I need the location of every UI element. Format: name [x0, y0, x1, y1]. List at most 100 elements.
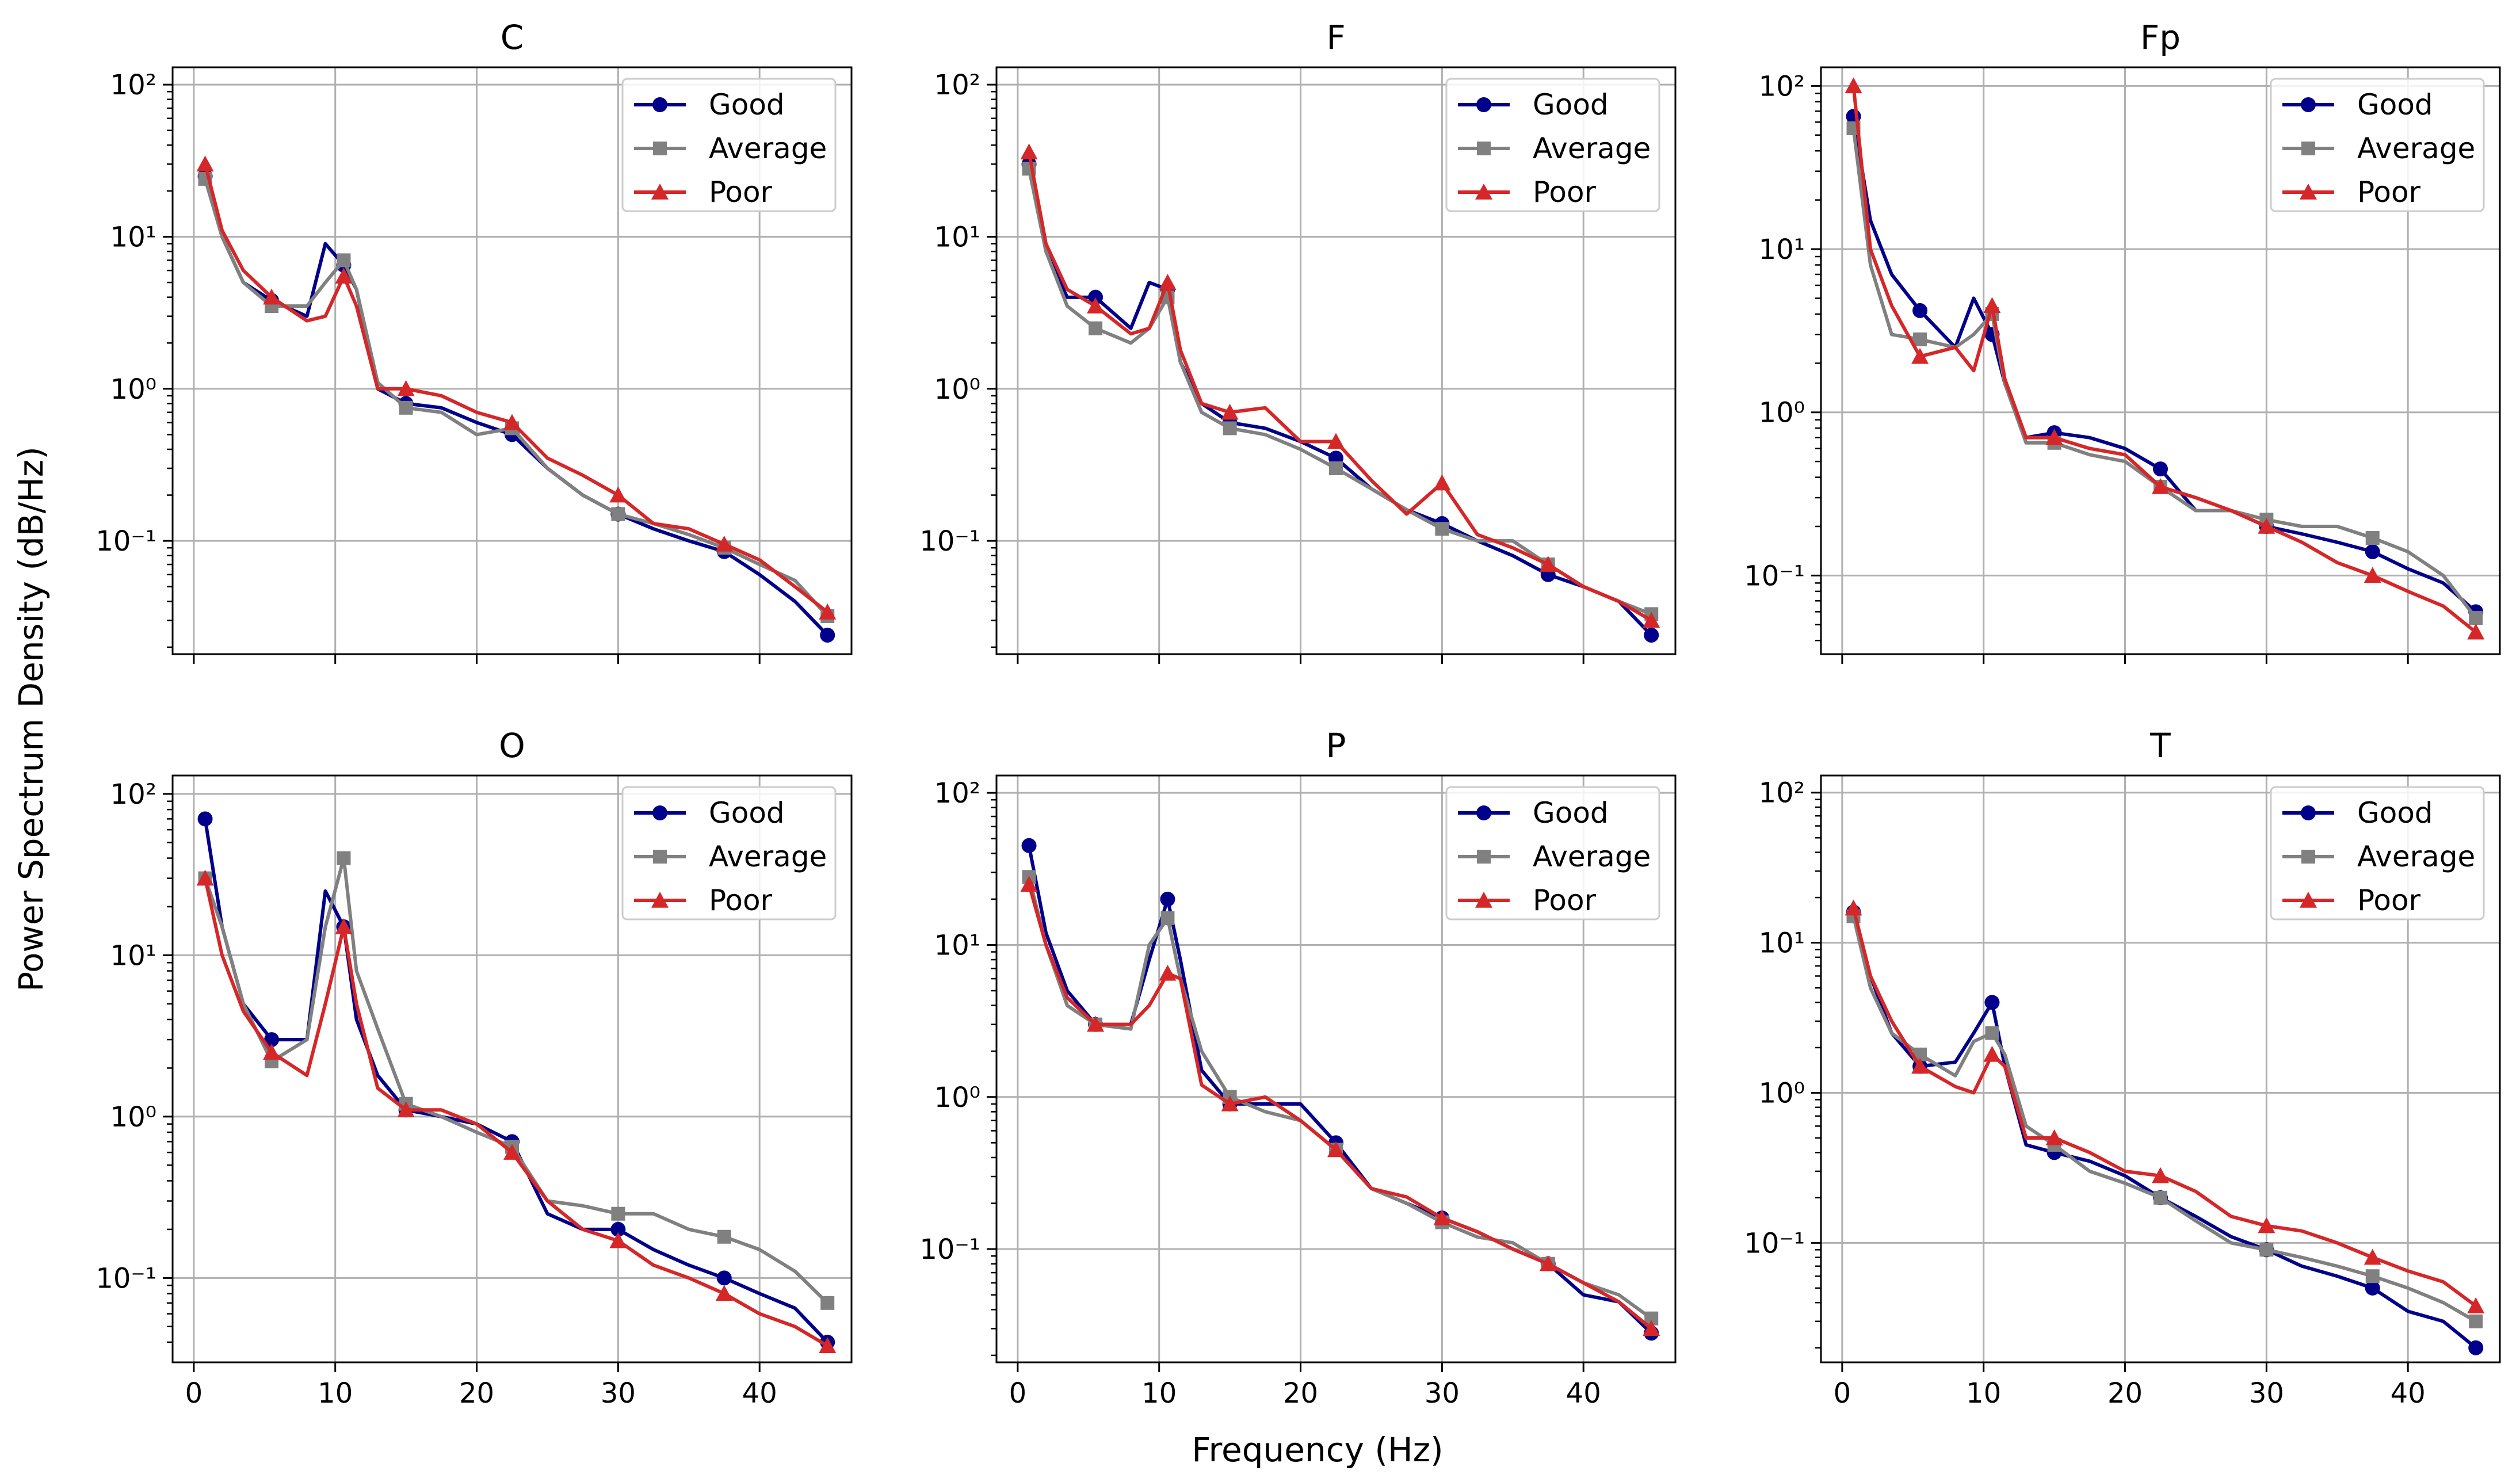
- data-point-poor: [1911, 1057, 1929, 1074]
- data-point-poor: [503, 414, 521, 430]
- data-point-average: [717, 1229, 731, 1244]
- subplot-title: T: [2149, 726, 2171, 765]
- x-tick-label: 40: [2391, 1377, 2426, 1410]
- data-point-good: [2468, 1340, 2484, 1355]
- series-line-poor: [203, 162, 830, 614]
- x-tick-label: 20: [1283, 1377, 1318, 1410]
- legend-box: [621, 786, 837, 920]
- x-tick-label: 0: [1834, 1377, 1851, 1410]
- legend-label-average: Average: [1533, 132, 1651, 165]
- data-point-poor: [1159, 274, 1177, 290]
- data-point-poor: [2258, 518, 2275, 534]
- subplot-title: P: [1326, 726, 1346, 765]
- data-point-poor: [1327, 1141, 1345, 1158]
- subplot-p: 0 10 20 30 40 10⁻¹ 10⁰ 10¹ 10² P Good Average Poor: [919, 726, 1677, 1410]
- legend-box: [2270, 786, 2485, 920]
- x-tick-label: 10: [1141, 1377, 1177, 1410]
- legend-marker-poor: [651, 184, 669, 200]
- legend-marker-poor: [2300, 184, 2317, 200]
- data-point-poor: [1539, 556, 1557, 572]
- y-tick-label: 10⁻¹: [1744, 1227, 1805, 1259]
- legend-marker-good: [1476, 805, 1491, 820]
- data-point-average: [2469, 1314, 2483, 1328]
- series-line-average: [1027, 167, 1654, 616]
- legend-marker-average: [1477, 142, 1491, 155]
- data-point-poor: [397, 1101, 415, 1118]
- series-line-good: [1027, 162, 1654, 637]
- data-point-poor: [1643, 612, 1660, 628]
- data-point-average: [1435, 522, 1449, 536]
- y-tick-label: 10¹: [110, 939, 156, 972]
- series-line-average: [203, 856, 830, 1305]
- subplot-title: O: [499, 726, 525, 765]
- legend-box: [1445, 78, 1660, 212]
- y-tick-label: 10⁻¹: [1744, 560, 1805, 592]
- legend-marker-poor: [1475, 184, 1492, 200]
- data-point-poor: [1221, 1095, 1239, 1112]
- data-point-poor: [2364, 1248, 2381, 1265]
- data-point-average: [337, 253, 351, 268]
- data-point-poor: [1983, 297, 2001, 314]
- data-point-good: [2365, 544, 2380, 559]
- subplot-fp: 10⁻¹ 10⁰ 10¹ 10² Fp Good Average Poor: [1744, 18, 2501, 664]
- data-point-average: [2259, 1243, 2274, 1257]
- legend-label-good: Good: [1533, 796, 1609, 830]
- legend-marker-good: [1476, 97, 1491, 112]
- data-point-poor: [1087, 1015, 1105, 1032]
- data-point-average: [820, 1296, 835, 1310]
- data-point-poor: [503, 1144, 521, 1160]
- data-point-average: [611, 1206, 625, 1221]
- subplot-t: 0 10 20 30 40 10⁻¹ 10⁰ 10¹ 10² T Good Average Poor: [1744, 726, 2501, 1410]
- data-point-average: [611, 507, 625, 521]
- y-tick-label: 10⁰: [1759, 1077, 1805, 1109]
- data-point-average: [2365, 1269, 2380, 1284]
- x-tick-label: 40: [1566, 1377, 1601, 1410]
- subplot-c: 10⁻¹ 10⁰ 10¹ 10² C Good Average Poor: [96, 18, 853, 664]
- y-tick-label: 10¹: [1759, 234, 1805, 266]
- y-tick-label: 10¹: [934, 221, 980, 253]
- legend-marker-average: [1477, 850, 1491, 864]
- data-point-poor: [1433, 474, 1451, 491]
- y-tick-label: 10²: [110, 778, 156, 811]
- legend-label-good: Good: [2357, 796, 2433, 830]
- data-point-good: [820, 627, 835, 643]
- series-line-poor: [1027, 150, 1654, 622]
- legend: Good Average Poor: [2270, 786, 2485, 920]
- data-point-good: [2153, 461, 2168, 477]
- legend-box: [2270, 78, 2485, 212]
- x-tick-label: 30: [2249, 1377, 2284, 1410]
- data-point-good: [1912, 303, 1928, 318]
- y-tick-label: 10²: [1759, 777, 1805, 809]
- legend-label-poor: Poor: [709, 884, 773, 917]
- data-point-average: [2469, 611, 2483, 625]
- data-point-poor: [715, 1285, 733, 1301]
- data-point-poor: [1539, 1255, 1557, 1271]
- data-point-good: [264, 1032, 280, 1048]
- data-point-good: [1644, 627, 1659, 643]
- figure-xlabel: Frequency (Hz): [1192, 1430, 1443, 1469]
- y-tick-label: 10¹: [934, 929, 980, 961]
- y-tick-label: 10⁰: [110, 1101, 156, 1133]
- series-line-average: [1851, 127, 2478, 620]
- data-point-poor: [2258, 1217, 2275, 1233]
- series-line-average: [203, 177, 830, 618]
- legend-label-poor: Poor: [709, 175, 773, 209]
- data-point-good: [1088, 289, 1104, 305]
- legend: Good Average Poor: [2270, 78, 2485, 212]
- data-point-good: [610, 1221, 626, 1237]
- legend-label-poor: Poor: [1533, 884, 1597, 917]
- data-point-average: [1985, 1026, 1999, 1040]
- x-tick-label: 10: [1966, 1377, 2001, 1410]
- data-point-poor: [2467, 1297, 2485, 1313]
- y-tick-label: 10⁻¹: [919, 1233, 980, 1266]
- data-point-poor: [1020, 876, 1038, 892]
- subplot-title: Fp: [2140, 18, 2181, 57]
- data-point-poor: [1643, 1320, 1660, 1336]
- plot-frame: [1820, 66, 2501, 655]
- legend-label-average: Average: [1533, 840, 1651, 873]
- data-point-poor: [2045, 429, 2063, 445]
- data-point-poor: [2152, 478, 2169, 494]
- series-line-average: [1851, 914, 2478, 1323]
